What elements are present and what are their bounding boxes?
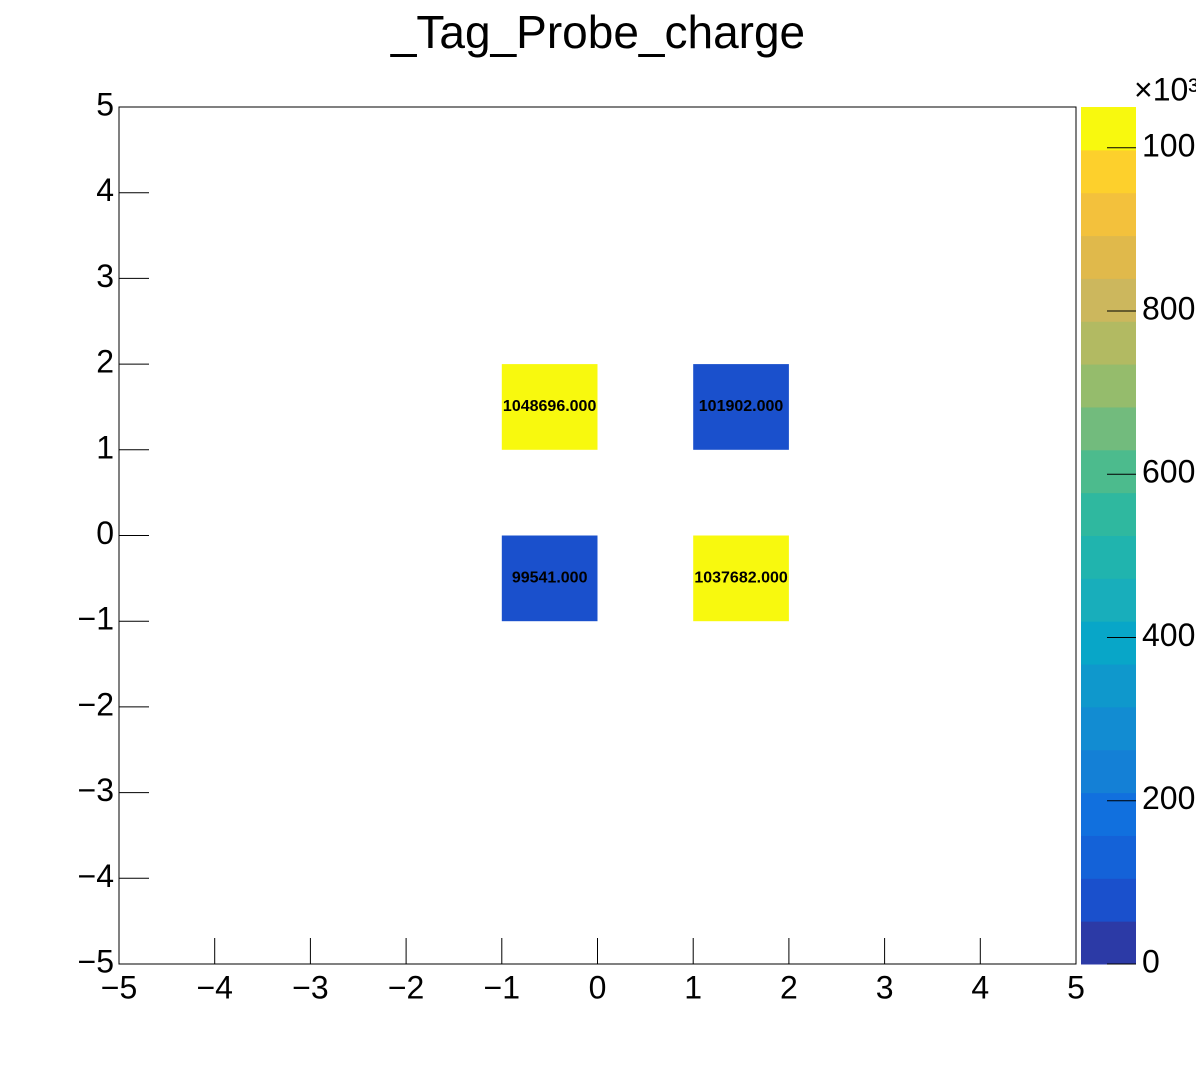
chart-title: _Tag_Probe_charge <box>390 6 805 58</box>
x-tick-label: 5 <box>1067 969 1085 1005</box>
colorbar-band <box>1081 578 1136 622</box>
x-tick-label: 1 <box>684 969 702 1005</box>
x-tick-label: 2 <box>780 969 798 1005</box>
x-tick-label: −3 <box>292 969 328 1005</box>
cell <box>501 535 598 622</box>
colorbar-band <box>1081 706 1136 751</box>
y-tick-label: −1 <box>78 601 114 637</box>
x-tick-label: 0 <box>589 969 607 1005</box>
value-label: 1048696.000 <box>503 398 597 415</box>
colorbar-band <box>1081 621 1136 665</box>
colorbar-band <box>1081 406 1136 451</box>
x-tick-label: −4 <box>196 969 232 1005</box>
colorbar-band <box>1081 535 1136 579</box>
z-tick-label: 1000 <box>1142 127 1196 163</box>
z-axis-multiplier: ×10³ <box>1134 71 1196 107</box>
z-tick-label: 800 <box>1142 291 1195 327</box>
cell <box>501 364 598 450</box>
colorbar-band <box>1081 149 1136 194</box>
colorbar-band <box>1081 107 1136 151</box>
value-label: 101902.000 <box>699 398 784 415</box>
colorbar-band <box>1081 449 1136 494</box>
value-label: 1037682.000 <box>694 570 788 587</box>
colorbar-band <box>1081 921 1136 965</box>
colorbar-band <box>1081 235 1136 279</box>
colorbar-band <box>1081 664 1136 708</box>
z-tick-label: 200 <box>1142 780 1195 816</box>
x-tick-label: −1 <box>484 969 520 1005</box>
value-label: 99541.000 <box>512 570 588 587</box>
x-tick-label: 3 <box>876 969 894 1005</box>
y-tick-label: −3 <box>78 772 114 808</box>
y-tick-label: −2 <box>78 686 114 722</box>
y-tick-label: 5 <box>96 86 114 122</box>
z-tick-label: 0 <box>1142 943 1160 979</box>
y-tick-label: 3 <box>96 258 114 294</box>
colorbar-band <box>1081 749 1136 794</box>
x-tick-label: −2 <box>388 969 424 1005</box>
colorbar-band <box>1081 792 1136 836</box>
x-tick-label: −5 <box>101 969 137 1005</box>
y-tick-label: 4 <box>96 172 114 208</box>
colorbar-band <box>1081 492 1136 536</box>
colorbar-band <box>1081 321 1136 365</box>
colorbar-band <box>1081 835 1136 879</box>
colorbar-band <box>1081 192 1136 237</box>
colorbar-band <box>1081 878 1136 922</box>
x-tick-label: 4 <box>971 969 989 1005</box>
y-tick-label: −4 <box>78 858 114 894</box>
colorbar-band <box>1081 364 1136 408</box>
y-tick-label: 1 <box>96 429 114 465</box>
colorbar-band <box>1081 278 1136 322</box>
y-tick-label: −5 <box>78 943 114 979</box>
z-tick-label: 400 <box>1142 617 1195 653</box>
z-tick-label: 600 <box>1142 454 1195 490</box>
cell <box>693 535 789 622</box>
y-tick-label: 2 <box>96 344 114 380</box>
y-tick-label: 0 <box>96 515 114 551</box>
cell <box>693 364 789 450</box>
